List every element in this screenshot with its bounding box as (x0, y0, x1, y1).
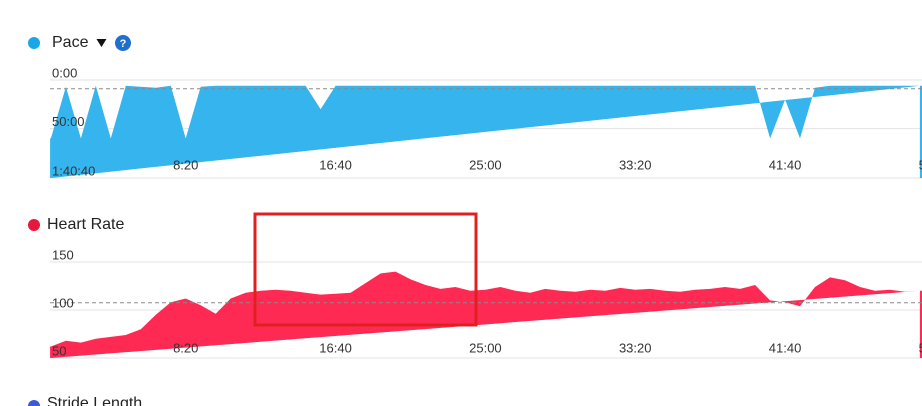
dropdown-arrow (96, 39, 107, 47)
x-tick-label: 33:20 (619, 340, 652, 355)
help-icon-label: ? (120, 38, 127, 50)
legend-dot (28, 219, 40, 231)
x-tick-label: 41:40 (769, 157, 802, 172)
x-tick-label: 50:00 (919, 340, 922, 355)
y-tick-label: 0:00 (52, 65, 77, 80)
help-icon[interactable] (115, 35, 131, 51)
chart-title: Pace (52, 34, 89, 51)
x-tick-label: 16:40 (319, 340, 352, 355)
x-tick-label: 41:40 (769, 340, 802, 355)
area-edge-fill (50, 138, 51, 178)
x-tick-label: 25:00 (469, 340, 502, 355)
legend-dot (28, 400, 40, 406)
y-tick-label: 1:40:40 (52, 163, 95, 178)
section-title: Stride Length (47, 395, 142, 406)
x-tick-label: 25:00 (469, 157, 502, 172)
y-tick-label: 50 (52, 343, 66, 358)
x-tick-label: 8:20 (173, 157, 198, 172)
y-tick-label: 100 (52, 295, 74, 310)
x-tick-label: 50:00 (919, 157, 922, 172)
highlight-box (253, 212, 478, 327)
x-tick-label: 8:20 (173, 340, 198, 355)
chart-title: Heart Rate (47, 216, 124, 233)
area (50, 85, 922, 178)
y-tick-label: 150 (52, 247, 74, 262)
legend-dot (28, 37, 40, 49)
area-edge-fill (50, 346, 51, 358)
x-tick-label: 16:40 (319, 157, 352, 172)
x-tick-label: 33:20 (619, 157, 652, 172)
area (50, 271, 922, 358)
y-tick-label: 50:00 (52, 114, 85, 129)
